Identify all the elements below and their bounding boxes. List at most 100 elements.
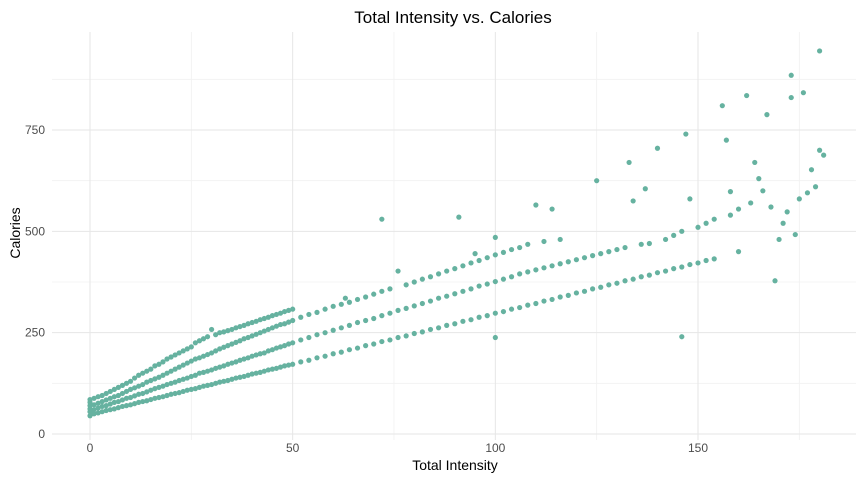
- data-point: [821, 152, 827, 158]
- data-point: [188, 344, 194, 350]
- data-point: [695, 260, 701, 266]
- data-point: [817, 147, 823, 153]
- data-point: [221, 329, 227, 335]
- data-point: [217, 346, 223, 352]
- data-point: [164, 370, 170, 376]
- data-point: [662, 236, 669, 243]
- data-point: [225, 361, 231, 367]
- data-point: [152, 386, 158, 392]
- data-point: [764, 112, 770, 118]
- data-point: [472, 251, 478, 257]
- y-tick-label: 750: [25, 123, 45, 137]
- data-point: [338, 349, 344, 355]
- data-point: [533, 267, 539, 273]
- data-point: [792, 231, 798, 238]
- data-point: [557, 236, 563, 243]
- data-point: [257, 351, 263, 357]
- data-point: [476, 283, 482, 289]
- data-point: [99, 403, 105, 410]
- data-point: [241, 356, 247, 362]
- data-point: [760, 188, 766, 194]
- data-point: [217, 330, 223, 336]
- data-point: [273, 323, 280, 329]
- data-point: [322, 306, 328, 312]
- data-point: [119, 397, 126, 403]
- data-point: [241, 373, 247, 380]
- data-point: [91, 411, 97, 417]
- data-point: [237, 357, 243, 363]
- data-point: [168, 368, 174, 374]
- data-point: [91, 395, 97, 401]
- data-point: [253, 318, 259, 324]
- data-point: [395, 268, 401, 274]
- data-point: [290, 340, 296, 346]
- data-point: [286, 319, 292, 325]
- data-point: [253, 331, 259, 337]
- data-point: [379, 288, 385, 294]
- data-point: [314, 309, 320, 315]
- data-point: [508, 306, 515, 312]
- data-point: [594, 178, 600, 184]
- data-point: [107, 388, 113, 395]
- data-point: [286, 341, 292, 347]
- data-point: [209, 367, 215, 373]
- data-point: [387, 337, 393, 343]
- data-point: [452, 291, 458, 297]
- data-point: [281, 321, 288, 327]
- data-point: [683, 131, 689, 137]
- data-point: [549, 296, 555, 303]
- data-point: [492, 278, 498, 285]
- data-point: [221, 378, 227, 384]
- y-tick-label: 250: [25, 326, 45, 340]
- data-point: [131, 385, 138, 391]
- data-point: [638, 274, 644, 280]
- data-point: [196, 338, 203, 344]
- data-point: [176, 377, 182, 384]
- data-point: [476, 257, 482, 264]
- data-point: [253, 370, 259, 376]
- data-point: [99, 392, 105, 399]
- data-point: [573, 290, 580, 296]
- data-point: [204, 368, 211, 374]
- data-point: [237, 323, 243, 330]
- data-point: [322, 330, 328, 336]
- data-point: [606, 249, 612, 255]
- data-point: [229, 360, 235, 366]
- data-point: [427, 326, 434, 333]
- data-point: [492, 310, 498, 316]
- data-point: [91, 402, 97, 408]
- data-point: [679, 334, 685, 340]
- data-point: [196, 355, 203, 361]
- data-point: [508, 274, 515, 280]
- data-point: [286, 362, 292, 368]
- data-point: [346, 322, 353, 328]
- data-point: [800, 90, 806, 96]
- data-point: [144, 389, 150, 395]
- data-point: [517, 304, 523, 311]
- data-point: [136, 399, 142, 405]
- data-point: [290, 361, 296, 367]
- data-point: [500, 249, 507, 256]
- data-point: [180, 348, 186, 354]
- data-point: [245, 355, 251, 361]
- data-point: [131, 375, 138, 381]
- data-point: [103, 403, 109, 409]
- data-point: [788, 94, 794, 101]
- data-point: [180, 388, 186, 395]
- data-point: [277, 344, 284, 350]
- data-point: [654, 145, 661, 151]
- data-point: [164, 381, 170, 388]
- data-point: [622, 278, 628, 284]
- data-point: [314, 332, 320, 338]
- data-point: [784, 209, 790, 215]
- data-point: [419, 329, 425, 335]
- data-point: [233, 339, 239, 345]
- x-tick-label: 50: [286, 441, 300, 455]
- data-point: [735, 206, 742, 212]
- data-point: [500, 276, 507, 282]
- data-point: [160, 359, 166, 365]
- data-point: [735, 249, 742, 255]
- data-point: [241, 336, 247, 342]
- data-point: [723, 137, 729, 143]
- data-point: [99, 409, 105, 415]
